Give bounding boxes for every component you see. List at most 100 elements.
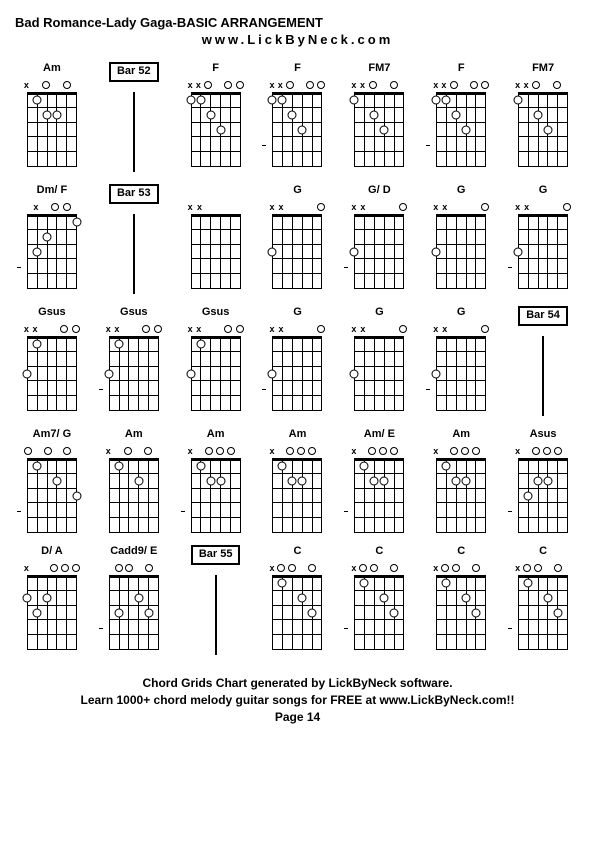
fretboard-diagram: x <box>513 563 573 650</box>
chord-name: C <box>457 545 465 561</box>
chord-diagram: Fxx <box>261 62 335 172</box>
bar-label: Bar 52 <box>109 62 159 82</box>
fretboard-diagram: xx <box>349 80 409 167</box>
chord-name: FM7 <box>368 62 390 78</box>
footer: Chord Grids Chart generated by LickByNec… <box>15 675 580 725</box>
chord-grid: AmxBar 52FxxFxxFM7xxFxxFM7xxDm/ FxBar 53… <box>15 62 580 655</box>
chord-name: C <box>294 545 302 561</box>
fretboard-diagram: xx <box>104 324 164 411</box>
fretboard-diagram: x <box>104 446 164 533</box>
chord-diagram: Gxx <box>261 184 335 294</box>
fretboard-diagram: x <box>513 446 573 533</box>
bar-line <box>215 575 217 655</box>
chord-diagram: Am x <box>261 428 335 533</box>
chord-name: Am <box>43 62 61 78</box>
bar-label: Bar 53 <box>109 184 159 204</box>
chord-name: Am/ E <box>364 428 395 444</box>
chord-name: G <box>293 306 302 322</box>
fretboard-diagram: xx <box>349 202 409 289</box>
fretboard-diagram: x <box>186 446 246 533</box>
chord-diagram: Cx <box>506 545 580 655</box>
chord-name: G <box>293 184 302 200</box>
chord-diagram: Gxx <box>342 306 416 416</box>
chord-name: C <box>375 545 383 561</box>
chord-diagram: Amx <box>424 428 498 533</box>
chord-name: G <box>375 306 384 322</box>
chord-diagram: FM7 xx <box>342 62 416 172</box>
chord-diagram: Cx <box>261 545 335 655</box>
footer-line-2: Learn 1000+ chord melody guitar songs fo… <box>15 692 580 709</box>
fretboard-diagram: xx <box>186 80 246 167</box>
fretboard-diagram: x <box>349 446 409 533</box>
chord-name: Am <box>125 428 143 444</box>
chord-diagram: D/ A x <box>15 545 89 655</box>
chord-name: FM7 <box>532 62 554 78</box>
chord-name: F <box>294 62 301 78</box>
fretboard-diagram: x <box>349 563 409 650</box>
bar-line <box>542 336 544 416</box>
fretboard-diagram: xx <box>186 324 246 411</box>
chord-name: F <box>212 62 219 78</box>
bar-line <box>133 92 135 172</box>
chord-name: Gsus <box>120 306 148 322</box>
chord-diagram: Fxx <box>179 62 253 172</box>
chord-name: G <box>539 184 548 200</box>
fretboard-diagram <box>104 563 164 650</box>
chord-name: Dm/ F <box>37 184 68 200</box>
fretboard-diagram: xx <box>22 324 82 411</box>
fretboard-diagram: xx <box>267 80 327 167</box>
chord-name: Asus <box>530 428 557 444</box>
bar-label: Bar 54 <box>518 306 568 326</box>
bar-label: Bar 55 <box>191 545 241 565</box>
chord-diagram: Gsus xx <box>97 306 171 416</box>
bar-marker: Bar 54 <box>506 306 580 416</box>
page-subtitle: www.LickByNeck.com <box>15 32 580 47</box>
fretboard-diagram: x <box>22 80 82 167</box>
fretboard-diagram <box>22 446 82 533</box>
chord-diagram: Am7/ G <box>15 428 89 533</box>
chord-diagram: Cx <box>424 545 498 655</box>
chord-diagram: Am x <box>15 62 89 172</box>
bar-marker: Bar 53 <box>97 184 171 294</box>
fretboard-diagram: xx <box>431 202 491 289</box>
chord-name: G/ D <box>368 184 391 200</box>
chord-diagram: Gxx <box>424 184 498 294</box>
fretboard-diagram: x <box>267 563 327 650</box>
footer-line-1: Chord Grids Chart generated by LickByNec… <box>15 675 580 692</box>
chord-diagram: Am/ E x <box>342 428 416 533</box>
chord-name: Am <box>289 428 307 444</box>
page-number: Page 14 <box>15 709 580 726</box>
chord-name: G <box>457 306 466 322</box>
chord-diagram: Fxx <box>424 62 498 172</box>
chord-name: Am7/ G <box>33 428 72 444</box>
bar-marker: Bar 52 <box>97 62 171 172</box>
chord-diagram: Cadd9/ E <box>97 545 171 655</box>
bar-marker: Bar 55 <box>179 545 253 655</box>
fretboard-diagram: x <box>267 446 327 533</box>
chord-diagram: Gxx <box>424 306 498 416</box>
chord-diagram: Gsusxx <box>179 306 253 416</box>
chord-diagram: Dm/ Fx <box>15 184 89 294</box>
fretboard-diagram: xx <box>513 80 573 167</box>
chord-diagram: Cx <box>342 545 416 655</box>
chord-diagram: Asus x <box>506 428 580 533</box>
chord-name: F <box>458 62 465 78</box>
chord-name: Am <box>452 428 470 444</box>
chord-name: C <box>539 545 547 561</box>
chord-diagram: G/ D xx <box>342 184 416 294</box>
bar-line <box>133 214 135 294</box>
fretboard-diagram: x <box>22 563 82 650</box>
chord-diagram: Am x <box>179 428 253 533</box>
fretboard-diagram: xx <box>431 324 491 411</box>
chord-diagram: Gxx <box>261 306 335 416</box>
fretboard-diagram: xx <box>431 80 491 167</box>
chord-diagram: xx <box>179 184 253 294</box>
chord-name: Am <box>207 428 225 444</box>
chord-name: D/ A <box>41 545 63 561</box>
chord-diagram: FM7 xx <box>506 62 580 172</box>
chord-name: G <box>457 184 466 200</box>
chord-diagram: Gsus xx <box>15 306 89 416</box>
fretboard-diagram: xx <box>186 202 246 289</box>
fretboard-diagram: x <box>431 563 491 650</box>
chord-name: Gsus <box>38 306 66 322</box>
